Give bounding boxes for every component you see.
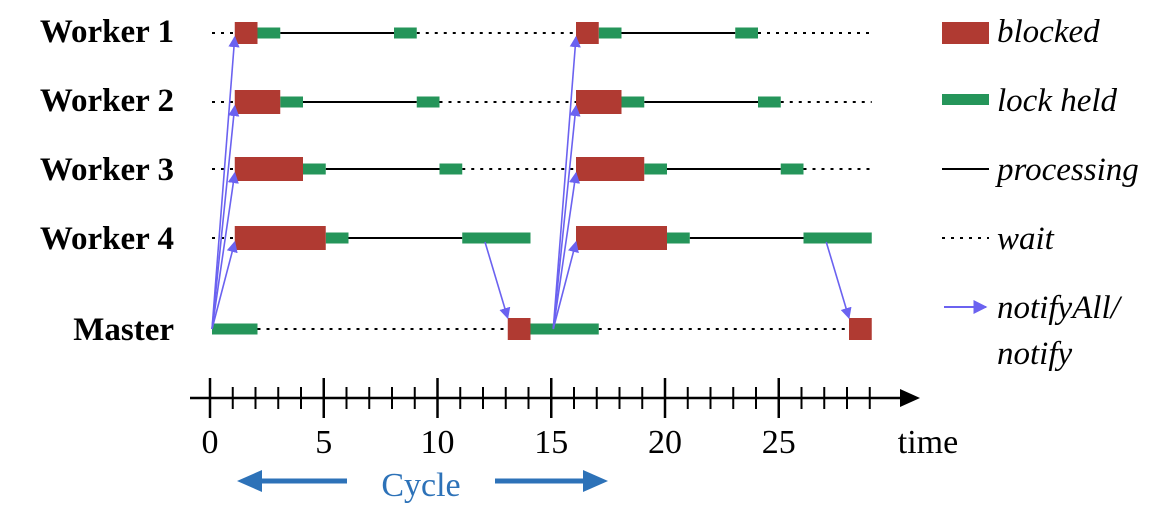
row-label-master: Master <box>73 312 174 348</box>
worker2-lock-held-bar <box>621 96 645 108</box>
notify-arrow-master-to-worker1 <box>552 35 581 330</box>
notify-arrow-layer <box>211 35 852 330</box>
worker4-lock-held-bar <box>667 232 690 244</box>
time-axis-arrowhead <box>900 389 920 407</box>
worker4-blocked-bar <box>234 226 326 250</box>
master-lock-held-bar <box>530 323 599 335</box>
worker2-lock-held-bar <box>758 96 781 108</box>
time-axis: time 0 5 10 15 20 25 <box>190 378 958 461</box>
cycle-left-arrowhead <box>237 470 262 492</box>
worker1-lock-held-bar <box>598 27 622 39</box>
notify-arrow-master-to-worker2 <box>211 104 240 330</box>
notify-arrow-worker4-to-master <box>484 241 511 320</box>
axis-tick-label: 10 <box>421 424 455 461</box>
worker3-lock-held-bar <box>644 163 667 175</box>
legend-notify-label-line1: notifyAll/ <box>997 290 1123 326</box>
master-blocked-bar <box>507 318 531 340</box>
legend: blocked lock held processing wait notify… <box>942 14 1139 372</box>
row-label-worker-3: Worker 3 <box>40 152 174 188</box>
cycle-right-arrowhead <box>583 470 608 492</box>
worker1-blocked-bar <box>234 22 258 44</box>
notify-arrow-master-to-worker1 <box>211 35 240 330</box>
cycle-label: Cycle <box>381 467 460 504</box>
legend-notify-label-line2: notify <box>997 336 1073 372</box>
axis-tick-label: 0 <box>202 424 219 461</box>
axis-tick-label: 20 <box>648 424 682 461</box>
row-label-worker-2: Worker 2 <box>40 83 174 119</box>
time-axis-label: time <box>898 424 958 461</box>
worker1-lock-held-bar <box>257 27 281 39</box>
worker3-lock-held-bar <box>303 163 326 175</box>
notify-arrow-worker4-to-master <box>825 241 852 320</box>
worker3-lock-held-bar <box>439 163 463 175</box>
worker2-blocked-bar <box>234 90 281 114</box>
worker4-lock-held-bar <box>325 232 349 244</box>
legend-processing-label: processing <box>995 152 1139 188</box>
legend-lock-held-swatch <box>942 94 989 105</box>
worker1-lock-held-bar <box>394 27 417 39</box>
notify-arrow-master-to-worker3 <box>552 171 581 330</box>
cycle-indicator: Cycle <box>237 467 608 504</box>
legend-blocked-swatch <box>942 22 989 44</box>
master-blocked-bar <box>849 318 872 340</box>
row-label-worker-4: Worker 4 <box>40 221 174 257</box>
worker2-blocked-bar <box>576 90 622 114</box>
worker3-blocked-bar <box>576 157 645 181</box>
worker3-lock-held-bar <box>780 163 804 175</box>
legend-wait-label: wait <box>997 221 1055 257</box>
worker2-lock-held-bar <box>280 96 303 108</box>
worker4-blocked-bar <box>576 226 667 250</box>
row-label-worker-1: Worker 1 <box>40 14 174 50</box>
worker1-lock-held-bar <box>735 27 758 39</box>
master-lock-held-bar <box>212 323 258 335</box>
notify-arrow-master-to-worker4 <box>552 240 579 330</box>
legend-lock-held-label: lock held <box>997 83 1118 119</box>
timeline-layer <box>212 22 872 340</box>
axis-tick-label: 15 <box>534 424 568 461</box>
worker1-blocked-bar <box>576 22 599 44</box>
axis-tick-label: 25 <box>762 424 796 461</box>
axis-tick-label: 5 <box>315 424 332 461</box>
worker4-lock-held-bar <box>803 232 872 244</box>
worker2-lock-held-bar <box>416 96 440 108</box>
notify-arrow-master-to-worker2 <box>552 104 581 330</box>
worker4-lock-held-bar <box>462 232 531 244</box>
notify-arrow-master-to-worker3 <box>211 171 239 330</box>
notify-arrow-master-to-worker4 <box>211 240 238 330</box>
worker3-blocked-bar <box>234 157 303 181</box>
legend-blocked-label: blocked <box>997 14 1100 50</box>
